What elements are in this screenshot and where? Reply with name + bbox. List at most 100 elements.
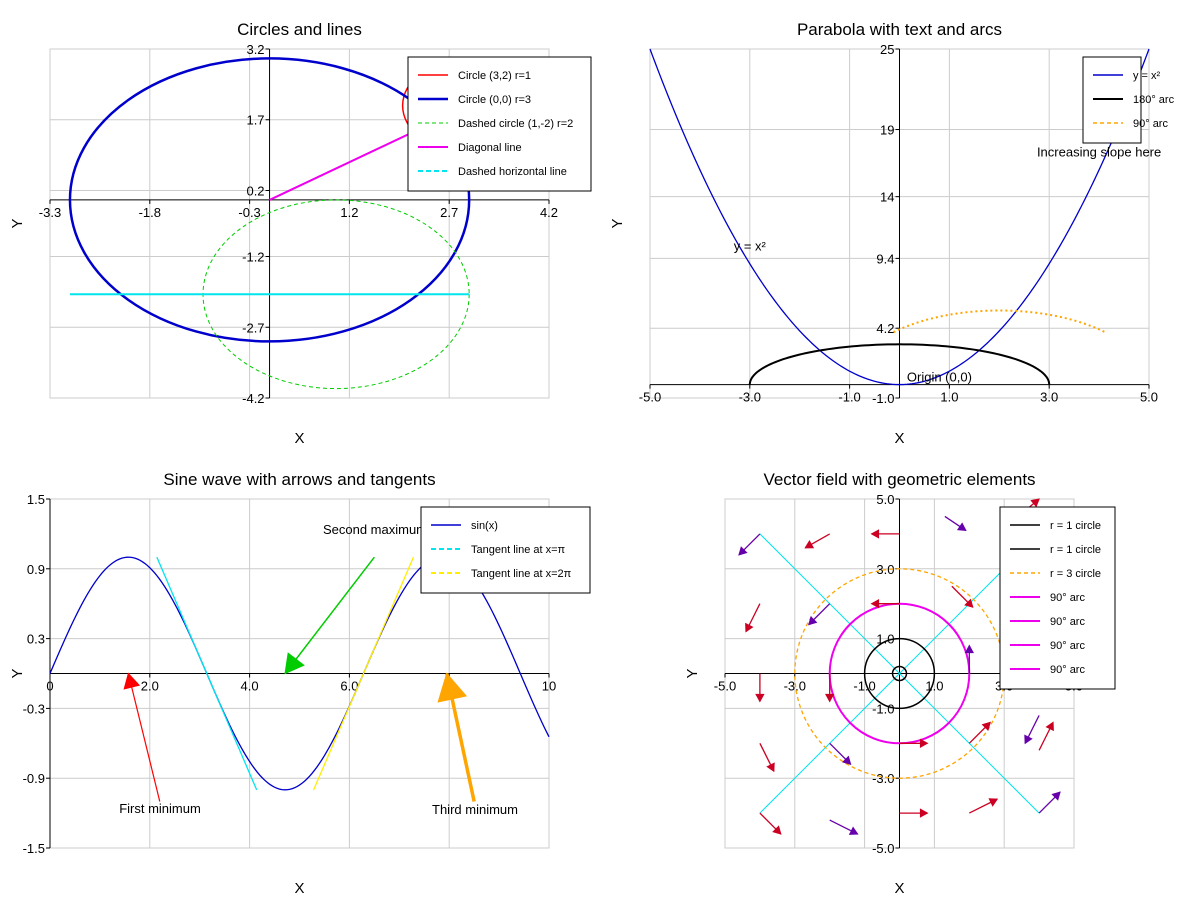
vector-arrow-head — [1051, 791, 1061, 801]
chart-title: Vector field with geometric elements — [763, 470, 1035, 489]
tangent-pi — [156, 556, 258, 791]
y-tick-label: 19 — [880, 123, 894, 138]
vector-arrow-head — [772, 825, 782, 835]
x-tick-label: -5.0 — [714, 679, 736, 694]
vector-arrow-head — [988, 798, 999, 807]
panel-vector-field: -5.0-3.0-1.01.03.05.05.03.01.0-1.0-3.0-5… — [684, 470, 1116, 897]
label-third-minimum: Third minimum — [432, 802, 518, 817]
tangent-2pi — [313, 556, 415, 791]
annotation-origin: Origin (0,0) — [907, 370, 972, 385]
chart-title: Circles and lines — [237, 20, 362, 39]
legend-label: r = 1 circle — [1050, 520, 1101, 532]
x-tick-label: 2.7 — [440, 205, 458, 220]
legend-label: 90° arc — [1133, 118, 1168, 130]
vector-arrow-head — [808, 616, 818, 626]
y-tick-label: -1.5 — [23, 841, 45, 856]
vector-arrow-head — [1045, 721, 1054, 732]
legend-label: 90° arc — [1050, 664, 1085, 676]
arrow-first-minimum-head — [123, 672, 141, 690]
x-tick-label: -3.0 — [784, 679, 806, 694]
chart-title: Parabola with text and arcs — [797, 20, 1002, 39]
legend-label: 90° arc — [1050, 640, 1085, 652]
y-tick-label: -0.3 — [23, 701, 45, 716]
vector-arrow-head — [981, 721, 991, 731]
diagonal-line — [759, 533, 1040, 814]
x-tick-label: 1.2 — [340, 205, 358, 220]
x-axis-label: X — [894, 430, 904, 447]
x-tick-label: -5.0 — [639, 390, 661, 405]
vector-arrow-head — [848, 826, 859, 835]
legend-label: sin(x) — [471, 520, 498, 532]
circle-small — [891, 665, 908, 682]
legend-label: Tangent line at x=2π — [471, 568, 572, 580]
vector-arrow-head — [766, 762, 775, 773]
legend-label: r = 1 circle — [1050, 544, 1101, 556]
x-tick-label: 10 — [542, 679, 556, 694]
circle-r1 — [863, 637, 936, 710]
vector-arrow-head — [870, 599, 880, 609]
arc-180 — [748, 343, 1051, 385]
y-tick-label: 9.4 — [876, 251, 894, 266]
y-tick-label: -1.2 — [242, 250, 264, 265]
vector-arrow-head — [956, 522, 967, 531]
annotation-parabola: y = x² — [734, 238, 767, 253]
vector-arrow-head — [964, 644, 974, 654]
vector-arrow-head — [1024, 734, 1033, 745]
x-tick-label: 5.0 — [1140, 390, 1158, 405]
legend-label: Diagonal line — [458, 142, 522, 154]
y-tick-label: -5.0 — [872, 841, 894, 856]
label-second-maximum: Second maximum — [323, 522, 427, 537]
y-tick-label: -0.9 — [23, 771, 45, 786]
y-tick-label: 1.5 — [27, 492, 45, 507]
vector-arrow-head — [755, 693, 765, 703]
legend-label: Dashed horizontal line — [458, 166, 567, 178]
y-axis-label: Y — [684, 668, 701, 678]
y-axis-label: Y — [609, 218, 626, 228]
x-tick-label: -1.0 — [838, 390, 860, 405]
legend-label: Circle (3,2) r=1 — [458, 70, 531, 82]
y-tick-label: -2.7 — [242, 320, 264, 335]
x-axis-label: X — [294, 430, 304, 447]
y-tick-label: -4.2 — [242, 391, 264, 406]
x-tick-label: -1.8 — [139, 205, 161, 220]
y-tick-label: 0.9 — [27, 562, 45, 577]
vector-arrow-head — [825, 693, 835, 703]
x-tick-label: 4.0 — [241, 679, 259, 694]
y-tick-label: -3.0 — [872, 771, 894, 786]
legend-label: 90° arc — [1050, 616, 1085, 628]
legend-label: 180° arc — [1133, 94, 1175, 106]
y-tick-label: 4.2 — [876, 321, 894, 336]
y-tick-label: 1.0 — [876, 632, 894, 647]
label-first-minimum: First minimum — [119, 801, 201, 816]
circle-0-0-r3 — [68, 57, 471, 343]
legend-box — [407, 56, 592, 192]
y-tick-label: 25 — [880, 42, 894, 57]
vector-arrow-head — [842, 755, 852, 765]
legend-label: Tangent line at x=π — [471, 544, 566, 556]
y-tick-label: -1.0 — [872, 391, 894, 406]
legend-label: r = 3 circle — [1050, 568, 1101, 580]
x-tick-label: 4.2 — [540, 205, 558, 220]
legend-label: Dashed circle (1,-2) r=2 — [458, 118, 573, 130]
x-tick-label: 6.0 — [340, 679, 358, 694]
vector-arrow-head — [738, 546, 748, 556]
arrow-second-maximum — [284, 556, 375, 674]
arrow-first-minimum — [127, 673, 161, 802]
x-tick-label: 3.0 — [1040, 390, 1058, 405]
vector-arrow-head — [919, 738, 929, 748]
vector-arrow-head — [804, 540, 815, 549]
vector-arrow-head — [964, 598, 974, 608]
x-axis-label: X — [894, 880, 904, 897]
y-tick-label: -1.0 — [872, 701, 894, 716]
y-axis-label: Y — [9, 668, 26, 678]
y-tick-label: 5.0 — [876, 492, 894, 507]
x-tick-label: -3.0 — [739, 390, 761, 405]
arrow-second-maximum-head — [284, 652, 305, 675]
x-tick-label: 0 — [46, 679, 53, 694]
chart-title: Sine wave with arrows and tangents — [163, 470, 435, 489]
y-tick-label: 0.3 — [27, 632, 45, 647]
vector-arrow-head — [745, 622, 754, 633]
